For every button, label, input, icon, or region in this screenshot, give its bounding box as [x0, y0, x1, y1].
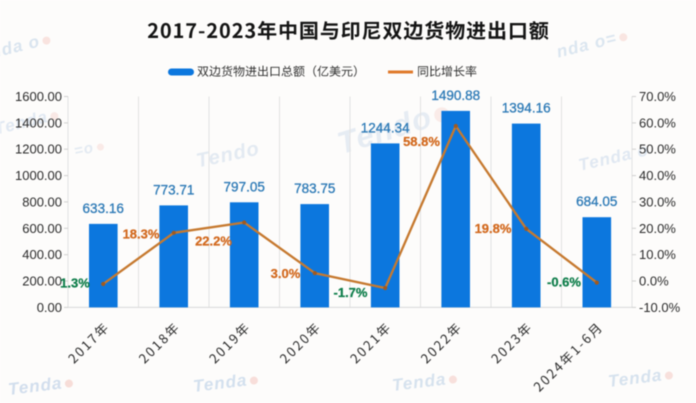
svg-text:10.0%: 10.0% — [639, 247, 676, 262]
svg-text:1000.00: 1000.00 — [15, 168, 62, 183]
svg-text:-0.6%: -0.6% — [547, 274, 581, 289]
svg-text:20.0%: 20.0% — [639, 221, 676, 236]
svg-text:-10.0%: -10.0% — [639, 300, 681, 315]
svg-text:684.05: 684.05 — [576, 194, 617, 209]
svg-text:22.2%: 22.2% — [195, 234, 232, 249]
svg-text:1400.00: 1400.00 — [15, 115, 62, 130]
svg-text:30.0%: 30.0% — [639, 194, 676, 209]
svg-text:633.16: 633.16 — [83, 201, 124, 216]
svg-text:600.00: 600.00 — [22, 221, 62, 236]
svg-text:0.0%: 0.0% — [639, 274, 669, 289]
svg-text:58.8%: 58.8% — [403, 134, 440, 149]
svg-text:40.0%: 40.0% — [639, 168, 676, 183]
svg-text:1200.00: 1200.00 — [15, 142, 62, 157]
svg-text:800.00: 800.00 — [22, 194, 62, 209]
svg-text:1490.88: 1490.88 — [431, 88, 480, 103]
svg-text:60.0%: 60.0% — [639, 115, 676, 130]
svg-text:1600.00: 1600.00 — [15, 89, 62, 104]
svg-text:400.00: 400.00 — [22, 247, 62, 262]
svg-text:70.0%: 70.0% — [639, 89, 676, 104]
svg-text:19.8%: 19.8% — [475, 221, 512, 236]
svg-text:18.3%: 18.3% — [123, 227, 160, 242]
svg-text:797.05: 797.05 — [224, 179, 265, 194]
svg-text:3.0%: 3.0% — [271, 266, 301, 281]
svg-text:783.75: 783.75 — [294, 181, 335, 196]
svg-text:1394.16: 1394.16 — [502, 101, 551, 116]
svg-text:0.00: 0.00 — [37, 300, 62, 315]
svg-text:-1.7%: -1.7% — [334, 285, 368, 300]
svg-text:200.00: 200.00 — [22, 274, 62, 289]
svg-text:1.3%: 1.3% — [60, 276, 90, 291]
svg-text:773.71: 773.71 — [153, 182, 194, 197]
svg-text:50.0%: 50.0% — [639, 142, 676, 157]
svg-text:1244.34: 1244.34 — [361, 120, 410, 135]
